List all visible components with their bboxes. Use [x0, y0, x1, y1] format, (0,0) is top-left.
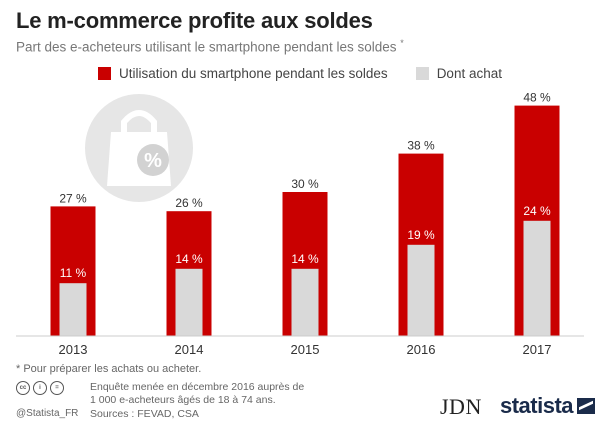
data-label-achat-2014: 14 % [175, 252, 203, 266]
survey-line-2: 1 000 e-acheteurs âgés de 18 à 74 ans. [90, 394, 276, 406]
survey-note: Enquête menée en décembre 2016 auprès de… [90, 381, 330, 407]
survey-line-1: Enquête menée en décembre 2016 auprès de [90, 381, 305, 393]
x-tick-label-2017: 2017 [523, 342, 552, 357]
legend: Utilisation du smartphone pendant les so… [0, 66, 600, 81]
x-tick-label-2013: 2013 [59, 342, 88, 357]
legend-label-smartphone: Utilisation du smartphone pendant les so… [119, 66, 388, 81]
x-tick-label-2015: 2015 [291, 342, 320, 357]
data-label-achat-2016: 19 % [407, 228, 435, 242]
bars-layer: 27 % 11 % 2013 26 % 14 % 2014 30 % 14 % 2015 38 %… [50, 91, 560, 357]
footnote: * Pour préparer les achats ou acheter. [16, 363, 202, 375]
x-tick-label-2014: 2014 [175, 342, 204, 357]
legend-item-smartphone: Utilisation du smartphone pendant les so… [98, 66, 388, 81]
legend-swatch-smartphone [98, 67, 112, 80]
chart-subtitle: Part des e-acheteurs utilisant le smartp… [16, 38, 404, 55]
statista-logo: statista [500, 393, 596, 419]
chart-title: Le m-commerce profite aux soldes [16, 8, 373, 33]
data-label-achat-2015: 14 % [291, 252, 319, 266]
data-label-smartphone-2013: 27 % [59, 191, 87, 205]
bar-achat-2016 [407, 244, 435, 336]
data-label-smartphone-2014: 26 % [175, 196, 203, 210]
svg-text:%: % [144, 150, 162, 172]
bar-achat-2017 [523, 220, 551, 336]
statista-mark-icon [577, 398, 596, 414]
data-label-smartphone-2017: 48 % [523, 91, 551, 105]
cc-icon: cc [16, 381, 30, 395]
x-tick-label-2016: 2016 [407, 342, 436, 357]
subtitle-text: Part des e-acheteurs utilisant le smartp… [16, 39, 397, 55]
legend-label-achat: Dont achat [436, 66, 502, 81]
bar-achat-2015 [291, 268, 319, 336]
bar-achat-2014 [175, 268, 203, 336]
data-label-achat-2013: 11 % [60, 266, 87, 280]
statista-logo-text: statista [500, 393, 574, 418]
twitter-handle: @Statista_FR [16, 408, 79, 419]
subtitle-footnote-mark: * [400, 38, 404, 48]
bar-chart: % 27 % 11 % 2013 26 % 14 % 2014 30 % 14 % 2015 38… [16, 91, 584, 357]
shopping-bag-percent-icon: % [85, 94, 193, 202]
jdn-logo: JDN [440, 394, 482, 419]
sources: Sources : FEVAD, CSA [90, 408, 199, 420]
data-label-smartphone-2016: 38 % [407, 139, 435, 153]
bar-achat-2013 [59, 283, 87, 336]
data-label-achat-2017: 24 % [523, 204, 551, 218]
license-icons: cc i = [16, 381, 64, 395]
no-derivatives-icon: = [50, 381, 64, 395]
data-label-smartphone-2015: 30 % [291, 177, 319, 191]
legend-item-achat: Dont achat [415, 66, 502, 81]
legend-swatch-achat [415, 67, 429, 80]
attribution-icon: i [33, 381, 47, 395]
